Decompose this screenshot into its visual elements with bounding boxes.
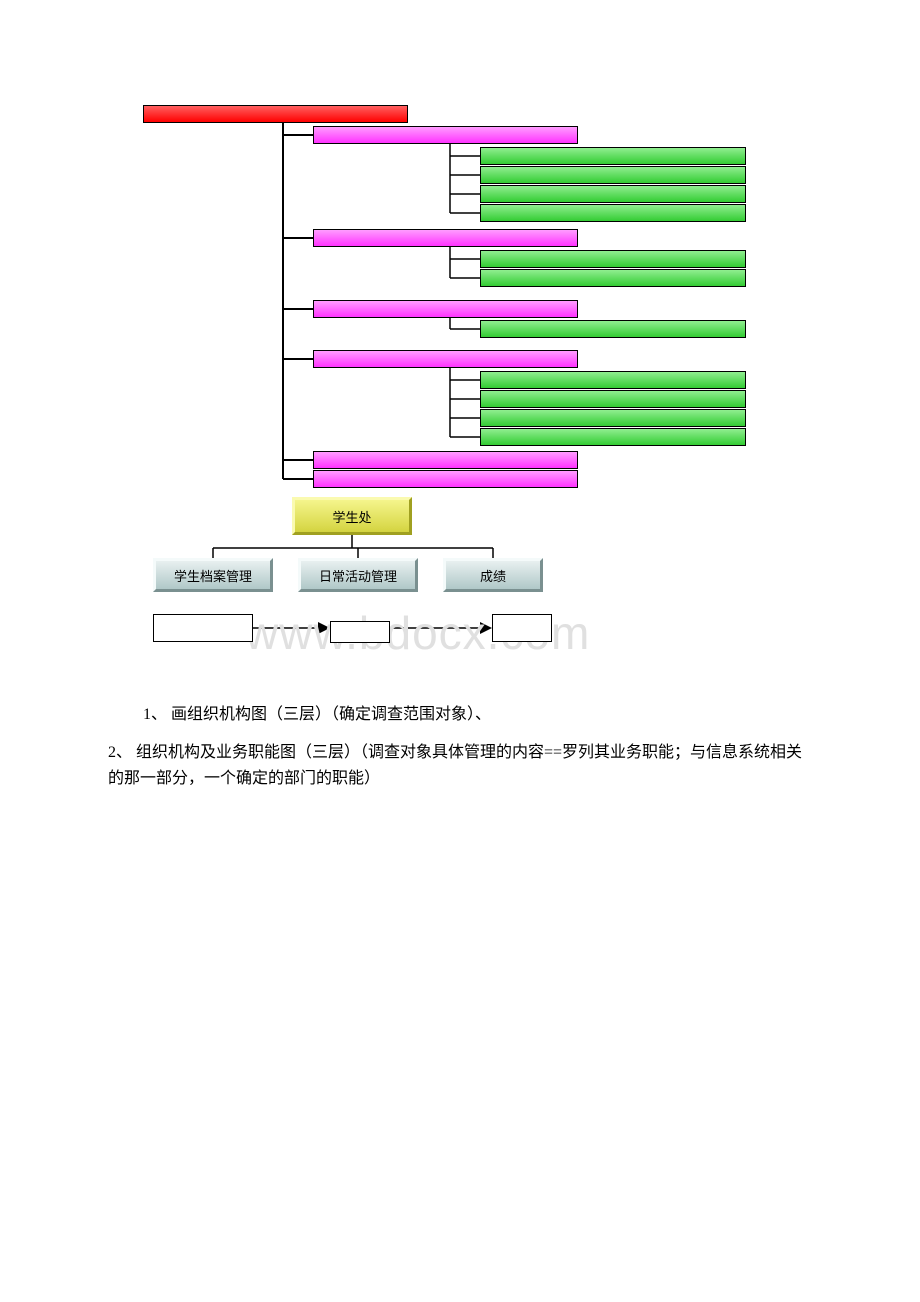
pink-bar-5 <box>313 470 578 488</box>
green-bar-3-0 <box>480 371 746 389</box>
green-bar-0-3 <box>480 204 746 222</box>
green-bar-0-1 <box>480 166 746 184</box>
green-bar-3-1 <box>480 390 746 408</box>
gray-box-2: 成绩 <box>443 558 543 592</box>
plain-box-1 <box>330 621 390 643</box>
green-bar-1-0 <box>480 250 746 268</box>
green-bar-1-1 <box>480 269 746 287</box>
connectors-canvas <box>0 0 920 1302</box>
green-bar-0-2 <box>480 185 746 203</box>
pink-bar-1 <box>313 229 578 247</box>
paragraph-2: 2、 组织机构及业务职能图（三层）（调查对象具体管理的内容==罗列其业务职能；与… <box>108 740 808 791</box>
pink-bar-4 <box>313 451 578 469</box>
root-bar <box>143 105 408 123</box>
pink-bar-2 <box>313 300 578 318</box>
green-bar-0-0 <box>480 147 746 165</box>
green-bar-3-2 <box>480 409 746 427</box>
green-bar-2-0 <box>480 320 746 338</box>
paragraph-1: 1、 画组织机构图（三层）（确定调查范围对象）、 <box>143 702 783 728</box>
plain-box-0 <box>153 614 253 642</box>
gray-box-0: 学生档案管理 <box>153 558 273 592</box>
pink-bar-0 <box>313 126 578 144</box>
yellow-box: 学生处 <box>292 497 412 535</box>
green-bar-3-3 <box>480 428 746 446</box>
plain-box-2 <box>492 614 552 642</box>
pink-bar-3 <box>313 350 578 368</box>
gray-box-1: 日常活动管理 <box>298 558 418 592</box>
